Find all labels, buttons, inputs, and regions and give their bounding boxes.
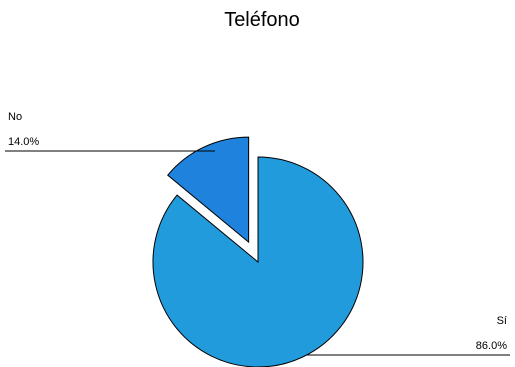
pie-slice-no <box>167 136 250 244</box>
slice-name-label-no: No <box>8 111 22 123</box>
labels-layer: Sí 86.0% No 14.0% <box>5 111 510 356</box>
slice-name-label-si: Sí <box>497 315 507 327</box>
slice-percent-label-si: 86.0% <box>476 340 507 352</box>
pie-slice-si <box>152 156 364 367</box>
slices-layer <box>152 136 364 367</box>
slice-percent-label-no: 14.0% <box>8 136 39 148</box>
chart-title: Teléfono <box>224 9 300 31</box>
